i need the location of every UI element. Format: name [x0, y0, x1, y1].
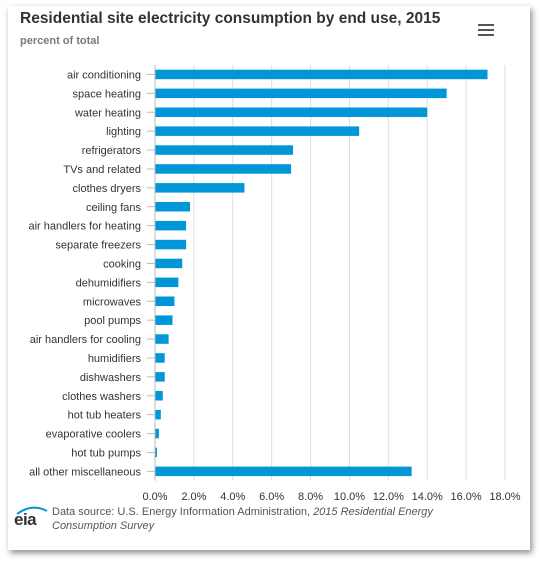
eia-logo-arc-icon [16, 506, 48, 515]
bar [155, 126, 360, 136]
category-label: space heating [73, 88, 142, 100]
bar [155, 315, 173, 325]
bar [155, 88, 447, 99]
category-label: air conditioning [67, 69, 141, 81]
data-source-note: Data source: U.S. Energy Information Adm… [52, 505, 452, 533]
category-label: TVs and related [63, 164, 141, 176]
x-tick-label: 4.0% [220, 491, 245, 503]
x-tick-label: 10.0% [334, 491, 365, 503]
bar [155, 107, 428, 117]
bar [155, 428, 159, 439]
bar [155, 277, 179, 288]
category-label: humidifiers [88, 353, 142, 365]
eia-logo: eia [14, 510, 37, 529]
category-label: air handlers for heating [28, 221, 141, 233]
chart-subtitle: percent of total [20, 35, 100, 47]
data-source-prefix: Data source: U.S. Energy Information Adm… [52, 506, 314, 518]
category-label: air handlers for cooling [30, 334, 141, 346]
bar [155, 164, 292, 174]
category-label: clothes washers [62, 391, 141, 403]
bar [155, 220, 187, 231]
x-tick-label: 18.0% [489, 491, 520, 503]
bar [155, 239, 187, 250]
bar [155, 145, 294, 155]
category-label: all other miscellaneous [29, 466, 141, 478]
category-label: separate freezers [55, 240, 141, 252]
bar [155, 353, 165, 363]
category-label: refrigerators [82, 145, 142, 157]
category-label: water heating [74, 107, 141, 119]
x-tick-label: 8.0% [298, 491, 323, 503]
category-label: lighting [106, 126, 141, 138]
menu-line [478, 24, 494, 26]
category-label: hot tub heaters [68, 410, 142, 422]
x-tick-label: 2.0% [181, 491, 206, 503]
category-label: pool pumps [84, 315, 141, 327]
bar [155, 183, 245, 193]
bar [155, 334, 169, 344]
x-tick-label: 6.0% [259, 491, 284, 503]
menu-line [478, 29, 494, 31]
x-tick-label: 0.0% [142, 491, 167, 503]
bar [155, 447, 157, 458]
bar [155, 202, 190, 212]
category-label: ceiling fans [86, 202, 142, 214]
chart-title: Residential site electricity consumption… [20, 10, 441, 27]
category-label: cooking [103, 258, 141, 270]
hamburger-menu-icon[interactable] [478, 24, 494, 36]
x-tick-label: 16.0% [451, 491, 482, 503]
bar [155, 296, 175, 306]
category-label: dehumidifiers [76, 277, 142, 289]
bar [155, 258, 183, 269]
category-label: dishwashers [80, 372, 142, 384]
category-label: microwaves [83, 296, 142, 308]
data-source-title: 2015 Residential Energy Consumption Surv… [52, 506, 433, 532]
menu-line [478, 34, 494, 36]
category-label: hot tub pumps [71, 447, 141, 459]
category-label: clothes dryers [73, 183, 142, 195]
x-tick-label: 12.0% [373, 491, 404, 503]
bar [155, 409, 161, 420]
bar [155, 372, 165, 382]
x-tick-label: 14.0% [412, 491, 443, 503]
bar [155, 69, 488, 80]
bar [155, 466, 412, 477]
bar [155, 391, 163, 401]
category-label: evaporative coolers [46, 429, 142, 441]
